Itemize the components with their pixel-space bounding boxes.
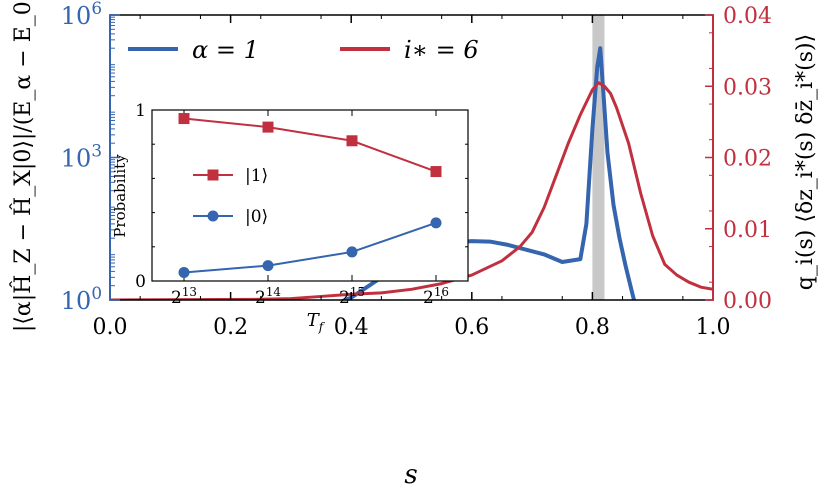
inset-point-circle bbox=[178, 266, 190, 278]
x-tick-label: 0.4 bbox=[334, 315, 369, 340]
inset-plot: 213 214 215 216 0 1 Probability Tf |1⟩ |0⟩ bbox=[111, 101, 469, 334]
x-tick-label: 0.0 bbox=[93, 315, 128, 340]
inset-point-circle bbox=[262, 260, 274, 272]
right-tick-label: 0.03 bbox=[723, 75, 772, 100]
left-y-axis-label: |⟨α|Ĥ_Z − Ĥ_X|0⟩|/(E_α − E_0)² bbox=[9, 0, 36, 332]
left-tick-label: 106 bbox=[61, 0, 102, 30]
right-y-axis-label: q_i(s) ⟨δz_i*(s) δz̄_i*(s)⟩ bbox=[793, 34, 818, 290]
x-tick-label: 1.0 bbox=[696, 315, 731, 340]
right-tick-label: 0.04 bbox=[723, 4, 772, 29]
inset-point-square bbox=[346, 135, 358, 147]
inset-x-tick-label: 216 bbox=[423, 285, 449, 308]
inset-series-line-1 bbox=[183, 221, 437, 274]
inset-legend-label-1: |1⟩ bbox=[245, 166, 268, 186]
inset-axes: 213 214 215 216 0 1 bbox=[135, 101, 468, 308]
inset-x-tick-label: 213 bbox=[171, 285, 197, 308]
legend-label-alpha: α = 1 bbox=[192, 36, 259, 64]
inset-legend: |1⟩ |0⟩ bbox=[193, 166, 268, 227]
inset-series bbox=[178, 113, 442, 278]
right-tick-label: 0.02 bbox=[723, 147, 772, 172]
inset-legend-marker-0 bbox=[207, 210, 219, 222]
inset-y-tick-label: 1 bbox=[135, 101, 146, 121]
x-axis-label: s bbox=[404, 460, 417, 490]
x-axis: 0.0 0.2 0.4 0.6 0.8 1.0 bbox=[93, 15, 731, 340]
inset-point-circle bbox=[430, 217, 442, 229]
x-tick-label: 0.8 bbox=[575, 315, 610, 340]
series-line-1 bbox=[110, 81, 713, 300]
inset-y-tick-label: 0 bbox=[135, 272, 146, 292]
inset-legend-marker-1 bbox=[207, 169, 219, 181]
left-tick-label: 103 bbox=[61, 140, 102, 172]
inset-frame bbox=[151, 109, 469, 282]
inset-point-square bbox=[262, 121, 274, 133]
inset-background bbox=[152, 110, 468, 281]
inset-x-axis-label: Tf bbox=[307, 310, 326, 334]
inset-x-tick-label: 214 bbox=[255, 285, 281, 308]
x-tick-label: 0.6 bbox=[454, 315, 489, 340]
inset-legend-label-0: |0⟩ bbox=[245, 207, 268, 227]
inset-x-tick-label: 215 bbox=[339, 285, 365, 308]
right-y-axis: 0.00 0.01 0.02 0.03 0.04 bbox=[705, 4, 772, 314]
inset-point-square bbox=[178, 113, 190, 125]
inset-y-axis-label: Probability bbox=[111, 154, 129, 238]
right-tick-label: 0.00 bbox=[723, 289, 772, 314]
x-tick-label: 0.2 bbox=[213, 315, 248, 340]
legend-label-istar: i∗ = 6 bbox=[404, 36, 479, 64]
right-tick-label: 0.01 bbox=[723, 218, 772, 243]
inset-series-line-0 bbox=[183, 117, 437, 173]
main-legend: α = 1 i∗ = 6 bbox=[128, 36, 479, 64]
inset-point-square bbox=[430, 166, 442, 178]
left-tick-label: 100 bbox=[61, 283, 102, 315]
inset-point-circle bbox=[346, 246, 358, 258]
left-y-axis: 100 103 106 bbox=[61, 0, 120, 315]
